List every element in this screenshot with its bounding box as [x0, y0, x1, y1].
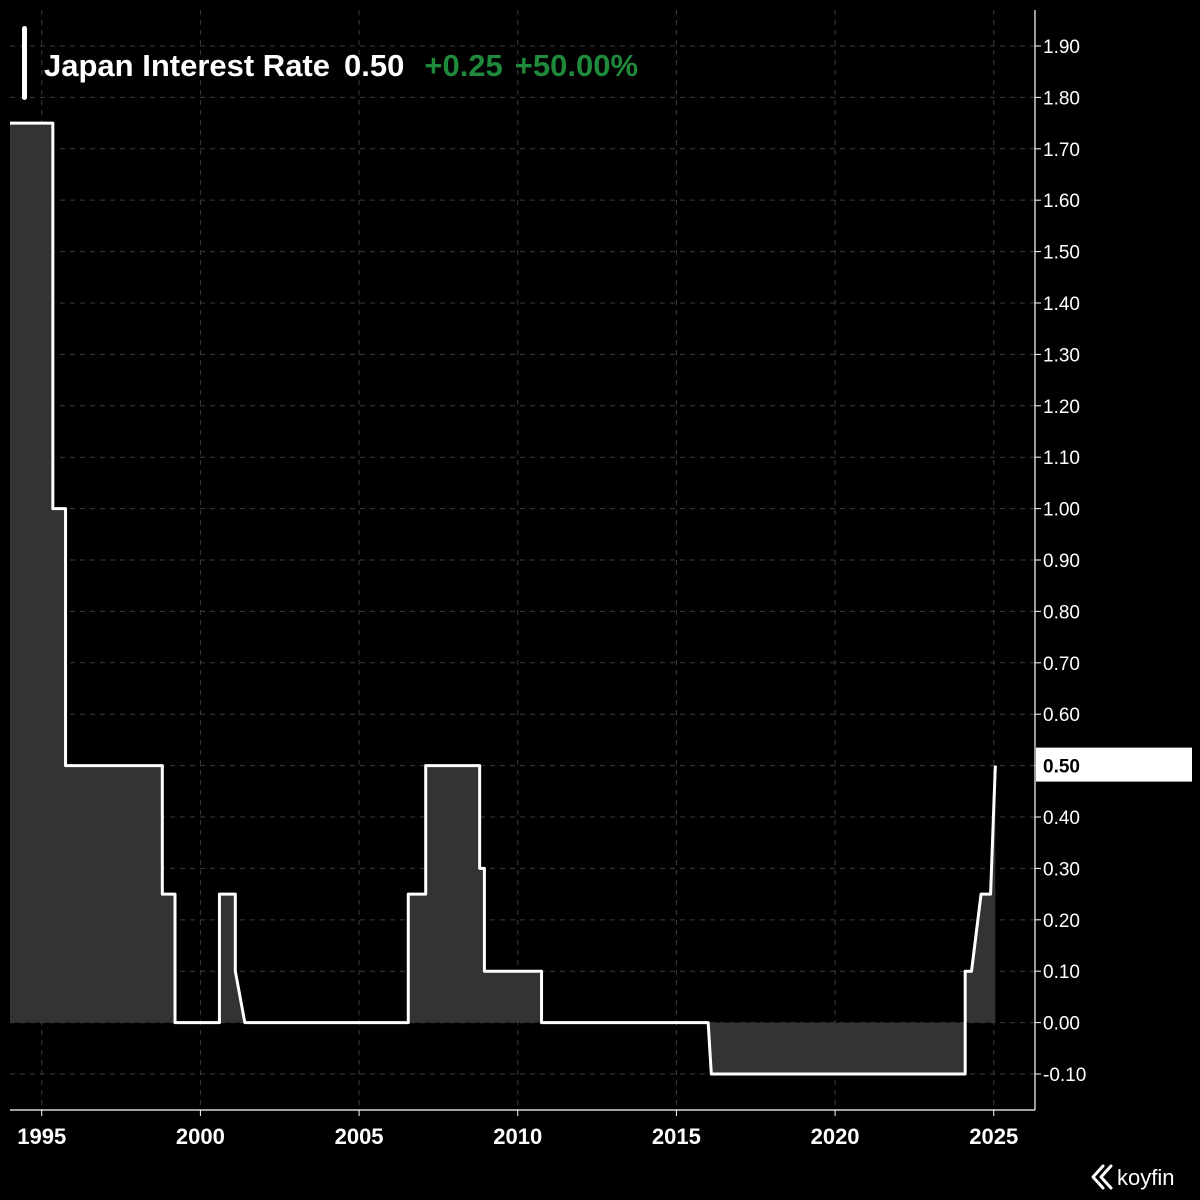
- y-tick-label: 1.20: [1043, 397, 1080, 418]
- x-tick-label: 1995: [17, 1124, 66, 1149]
- last-value-box: [1036, 747, 1192, 782]
- y-tick-label: 1.80: [1043, 88, 1080, 109]
- y-axis-ticks: -0.10 0.00 0.10 0.20 0.30 0.40 0.50 0.60 0.70 0.8…: [1035, 37, 1086, 1086]
- y-tick-label: 1.10: [1043, 448, 1080, 469]
- y-tick-label: 1.30: [1043, 345, 1080, 366]
- y-tick-label: 1.60: [1043, 191, 1080, 212]
- x-tick-label: 2015: [652, 1124, 701, 1149]
- y-tick-label: 0.20: [1043, 911, 1080, 932]
- y-tick-label: 0.00: [1043, 1014, 1080, 1035]
- last-value-label: 0.50: [1043, 757, 1080, 778]
- grid: [10, 10, 1035, 1110]
- brand-name: koyfin: [1117, 1165, 1174, 1190]
- y-tick-label: 0.70: [1043, 654, 1080, 675]
- x-tick-label: 2010: [493, 1124, 542, 1149]
- chart-header: Japan Interest Rate 0.50 +0.25 +50.00%: [22, 26, 638, 100]
- x-tick-label: 2020: [811, 1124, 860, 1149]
- series-layer: [10, 121, 997, 1076]
- koyfin-logo-icon: [1091, 1164, 1113, 1190]
- y-tick-label: 0.40: [1043, 808, 1080, 829]
- change-percent: +50.00%: [515, 48, 638, 83]
- y-tick-label: 1.00: [1043, 500, 1080, 521]
- y-tick-label: -0.10: [1043, 1065, 1086, 1086]
- y-tick-label: 1.40: [1043, 294, 1080, 315]
- series-area: [10, 123, 996, 1075]
- y-tick-label: 0.30: [1043, 859, 1080, 880]
- y-tick-label: 0.90: [1043, 551, 1080, 572]
- y-tick-label: 1.50: [1043, 243, 1080, 264]
- x-tick-label: 2000: [176, 1124, 225, 1149]
- y-tick-label: 0.10: [1043, 962, 1080, 983]
- y-tick-label: 1.90: [1043, 37, 1080, 58]
- change-value: +0.25: [424, 48, 502, 83]
- x-tick-label: 2005: [335, 1124, 384, 1149]
- series-line: [10, 121, 997, 1076]
- y-tick-label: 0.80: [1043, 602, 1080, 623]
- x-axis-ticks: 1995 2000 2005 2010 2015 2020 2025: [17, 1110, 1018, 1149]
- last-value-marker: 0.50: [1036, 747, 1192, 782]
- brand-logo: koyfin: [1091, 1164, 1174, 1190]
- y-tick-label: 0.60: [1043, 705, 1080, 726]
- x-tick-label: 2025: [969, 1124, 1018, 1149]
- y-tick-label: 1.70: [1043, 140, 1080, 161]
- current-value: 0.50: [344, 48, 404, 83]
- chart-title: Japan Interest Rate: [44, 48, 330, 83]
- header-accent-bar: [22, 26, 27, 100]
